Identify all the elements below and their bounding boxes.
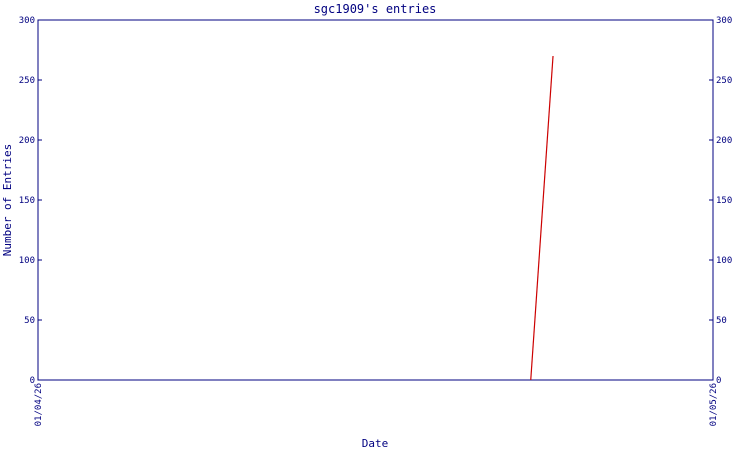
y-tick-label: 200: [19, 136, 35, 146]
plot-frame: [37, 19, 714, 381]
chart-title: sgc1909's entries: [314, 2, 437, 16]
y2-tick-label: 250: [716, 76, 732, 86]
data-line: [530, 55, 554, 381]
x-axis-label: Date: [362, 437, 389, 450]
y2-tick-label: 0: [716, 376, 721, 386]
y-tick-label: 100: [19, 256, 35, 266]
y2-tick-label: 50: [716, 316, 727, 326]
y-tick-label: 0: [30, 376, 35, 386]
y-axis-label: Number of Entries: [1, 144, 14, 257]
y2-tick-label: 300: [716, 16, 732, 26]
y-tick-label: 300: [19, 16, 35, 26]
y2-tick-label: 200: [716, 136, 732, 146]
y-tick-label: 50: [24, 316, 35, 326]
y-tick-label: 150: [19, 196, 35, 206]
x-tick-label: 01/04/26: [34, 383, 44, 426]
y2-tick-label: 100: [716, 256, 732, 266]
y2-tick-label: 150: [716, 196, 732, 206]
x-tick-label: 01/05/26: [709, 383, 719, 426]
y-tick-label: 250: [19, 76, 35, 86]
